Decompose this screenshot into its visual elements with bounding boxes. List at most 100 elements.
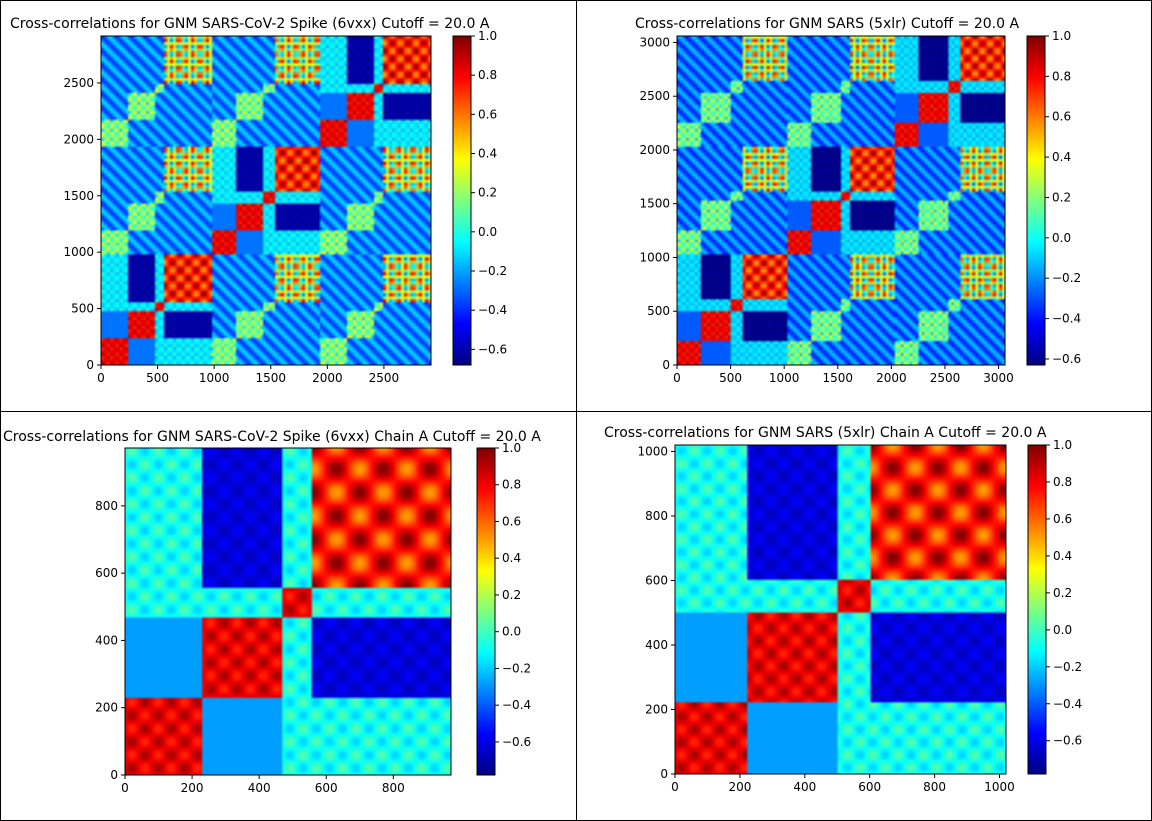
x-tick-label: 400	[248, 781, 271, 795]
x-tick-label: 0	[673, 371, 681, 385]
colorbar-tick-label: 0.4	[1052, 150, 1071, 164]
colorbar-tick-label: −0.4	[1053, 697, 1082, 711]
x-tick-label: 800	[923, 780, 946, 794]
colorbar-tick-label: 0.2	[1053, 586, 1072, 600]
colorbar-tick-label: −0.2	[478, 264, 507, 278]
x-tick-label: 2500	[369, 371, 400, 385]
y-tick-label: 400	[645, 638, 668, 652]
colorbar: 1.0 0.8 0.6 0.4 0.2 0.0 −0.2 −0.4 −0.6	[1026, 29, 1081, 366]
colorbar-tick-label: 0.8	[502, 478, 521, 492]
x-tick-label: 600	[858, 780, 881, 794]
colorbar-tick-label: 0.4	[1053, 549, 1072, 563]
x-tick-label: 3000	[983, 371, 1014, 385]
heatmap-plot-area	[125, 448, 451, 775]
x-tick-label: 2000	[312, 371, 343, 385]
axes: 0 200 400 600 800 0 200 400 600 800	[95, 447, 452, 795]
chart-panel-1: Cross-correlations for GNM SARS-CoV-2 Sp…	[0, 0, 577, 412]
y-tick-label: 0	[110, 768, 118, 782]
heatmap-plot-area	[101, 36, 431, 365]
colorbar-tick-label: 1.0	[478, 29, 497, 43]
chart-panel-3: Cross-correlations for GNM SARS-CoV-2 Sp…	[0, 411, 577, 821]
y-tick-label: 0	[660, 767, 668, 781]
plot-frame	[100, 35, 432, 366]
y-tick-label: 2000	[63, 132, 94, 146]
colorbar-tick-label: 0.8	[1053, 475, 1072, 489]
y-tick-label: 2500	[639, 89, 670, 103]
colorbar-tick-label: 0.2	[502, 588, 521, 602]
y-tick-label: 600	[645, 573, 668, 587]
plot-frame	[124, 447, 452, 776]
colorbar-tick-label: 0.0	[1052, 231, 1071, 245]
chart-title: Cross-correlations for GNM SARS-CoV-2 Sp…	[10, 16, 490, 32]
y-tick-label: 0	[662, 358, 670, 372]
colorbar-tick-label: −0.6	[1053, 734, 1082, 748]
colorbar-tick-label: −0.4	[1052, 312, 1081, 326]
colorbar-tick-label: −0.4	[502, 698, 531, 712]
chart-title: Cross-correlations for GNM SARS (5xlr) C…	[604, 425, 1047, 441]
colorbar-tick-label: 0.6	[478, 107, 497, 121]
colorbar-tick-label: 0.0	[478, 225, 497, 239]
colorbar-gradient	[476, 447, 496, 776]
chart-title: Cross-correlations for GNM SARS (5xlr) C…	[635, 16, 1019, 32]
heatmap-image	[675, 445, 1006, 774]
x-tick-label: 1000	[769, 371, 800, 385]
colorbar: 1.0 0.8 0.6 0.4 0.2 0.0 −0.2 −0.4 −0.6	[476, 441, 531, 776]
colorbar-tick-label: 0.4	[502, 551, 521, 565]
x-tick-label: 1500	[823, 371, 854, 385]
chart-panel-4: Cross-correlations for GNM SARS (5xlr) C…	[576, 411, 1152, 821]
colorbar-tick-label: 0.8	[478, 68, 497, 82]
axes: 0 500 1000 1500 2000 2500 0 500 1000 1500 2000 2500	[63, 35, 432, 385]
colorbar-tick-label: 1.0	[1053, 438, 1072, 452]
colorbar-tick-label: 0.2	[478, 186, 497, 200]
colorbar-tick-label: −0.6	[478, 342, 507, 356]
colorbar-tick-label: 0.0	[1053, 623, 1072, 637]
colorbar-tick-label: −0.2	[1052, 271, 1081, 285]
colorbar-tick-label: −0.4	[478, 303, 507, 317]
plot-frame	[676, 35, 1006, 366]
y-tick-label: 800	[95, 499, 118, 513]
x-tick-label: 1000	[984, 780, 1015, 794]
colorbar-tick-label: 1.0	[502, 441, 521, 455]
y-tick-label: 1000	[63, 245, 94, 259]
x-tick-label: 500	[146, 371, 169, 385]
chart-title: Cross-correlations for GNM SARS-CoV-2 Sp…	[3, 429, 541, 445]
x-tick-label: 400	[793, 780, 816, 794]
colorbar: 1.0 0.8 0.6 0.4 0.2 0.0 −0.2 −0.4 −0.6	[1027, 438, 1082, 775]
x-tick-label: 2000	[876, 371, 907, 385]
x-tick-label: 200	[181, 781, 204, 795]
x-tick-label: 0	[121, 781, 129, 795]
x-tick-label: 1000	[199, 371, 230, 385]
colorbar: 1.0 0.8 0.6 0.4 0.2 0.0 −0.2 −0.4 −0.6	[452, 29, 507, 366]
x-tick-label: 200	[728, 780, 751, 794]
axes: 0 500 1000 1500 2000 2500 3000 0 500 1000 1500 2000…	[639, 35, 1013, 385]
x-tick-label: 2500	[930, 371, 961, 385]
colorbar-tick-label: 0.6	[1052, 110, 1071, 124]
colorbar-tick-label: 0.0	[502, 625, 521, 639]
x-tick-label: 800	[382, 781, 405, 795]
heatmap-chart-1: Cross-correlations for GNM SARS-CoV-2 Sp…	[10, 16, 507, 385]
x-tick-label: 0	[671, 780, 679, 794]
x-tick-label: 1500	[255, 371, 286, 385]
chart-panel-2: Cross-correlations for GNM SARS (5xlr) C…	[576, 0, 1152, 412]
y-tick-label: 200	[645, 702, 668, 716]
colorbar-tick-label: −0.6	[502, 735, 531, 749]
colorbar-tick-label: −0.2	[502, 661, 531, 675]
colorbar-gradient	[1027, 444, 1047, 775]
colorbar-tick-label: 0.6	[1053, 512, 1072, 526]
heatmap-plot-area	[677, 36, 1005, 365]
y-tick-label: 1000	[639, 250, 670, 264]
y-tick-label: 500	[647, 304, 670, 318]
heatmap-chart-2: Cross-correlations for GNM SARS (5xlr) C…	[635, 16, 1081, 385]
heatmap-chart-4: Cross-correlations for GNM SARS (5xlr) C…	[604, 425, 1082, 794]
colorbar-gradient	[1026, 35, 1046, 366]
y-tick-label: 2500	[63, 76, 94, 90]
y-tick-label: 500	[71, 302, 94, 316]
x-tick-label: 0	[97, 371, 105, 385]
heatmap-plot-area	[675, 445, 1006, 774]
y-tick-label: 0	[86, 358, 94, 372]
colorbar-tick-label: −0.6	[1052, 352, 1081, 366]
x-tick-label: 500	[719, 371, 742, 385]
heatmap-image	[125, 448, 451, 775]
y-tick-label: 200	[95, 701, 118, 715]
heatmap-image	[101, 36, 431, 365]
